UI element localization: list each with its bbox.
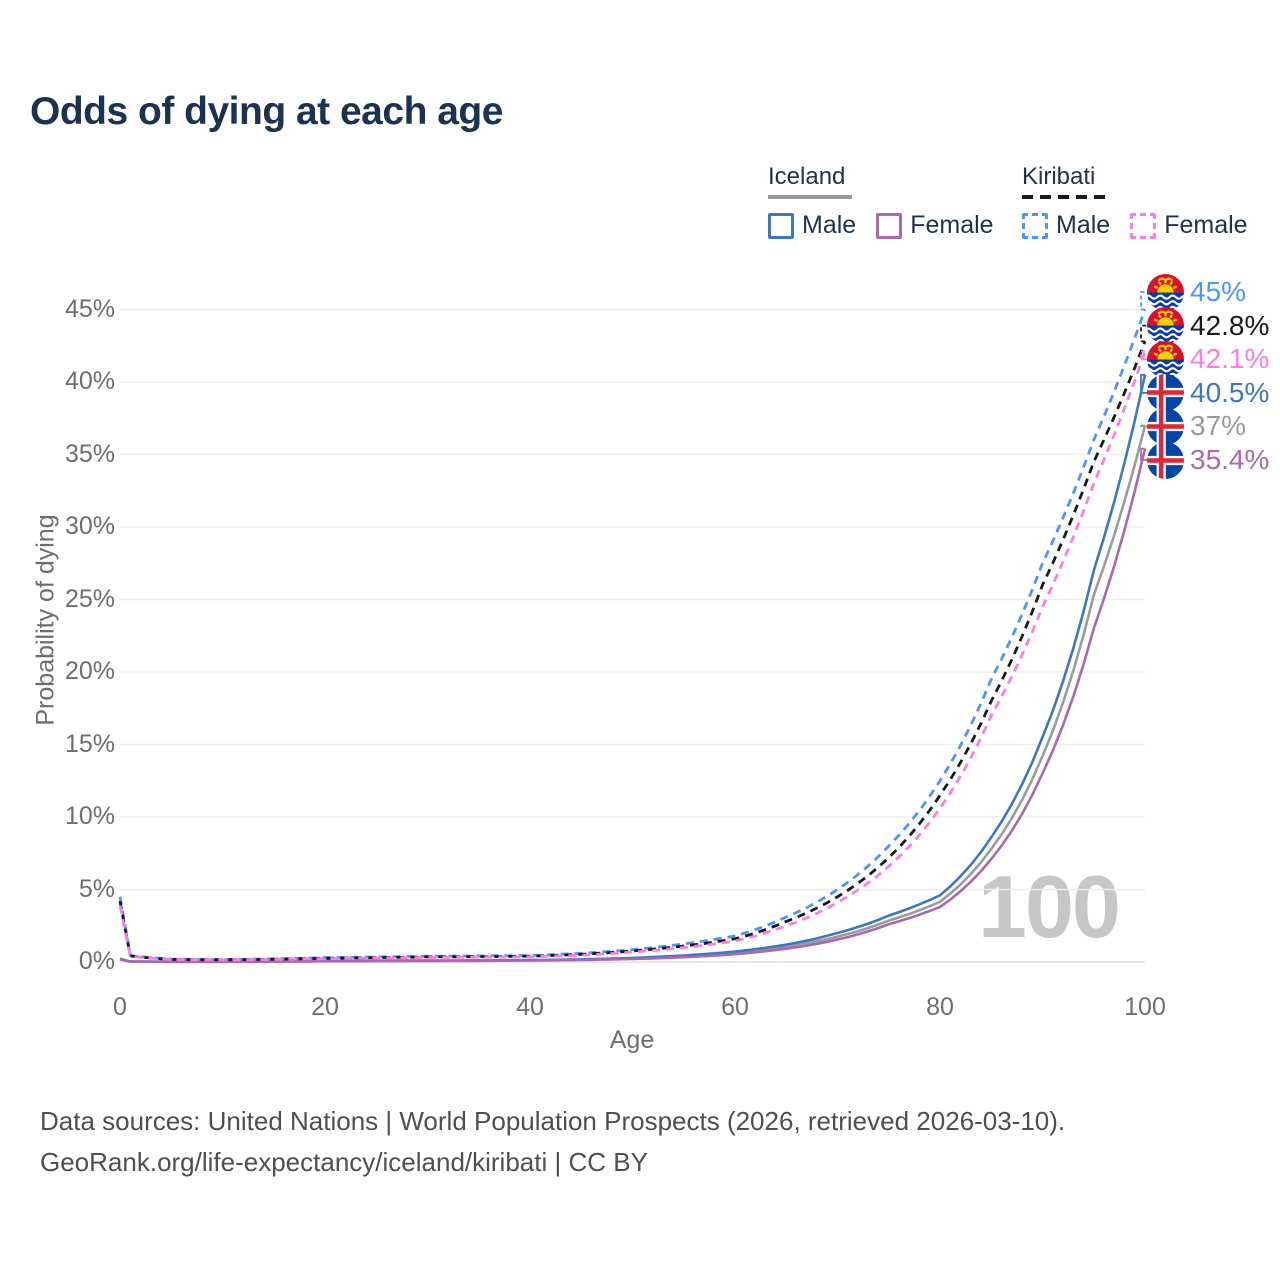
legend-item-label: Female bbox=[1164, 211, 1248, 239]
hover-age-watermark: 100 bbox=[978, 857, 1121, 956]
end-label-row-iceland-female: 35.4% bbox=[1147, 441, 1270, 479]
end-label-connector bbox=[1140, 424, 1150, 428]
legend-swatch-icon bbox=[1022, 212, 1048, 239]
end-value-label: 42.1% bbox=[1190, 343, 1270, 375]
legend-swatch-icon bbox=[768, 212, 794, 239]
y-tick-label-25: 25% bbox=[64, 584, 115, 613]
legend-country-label: Iceland bbox=[768, 163, 846, 190]
y-tick-label-20: 20% bbox=[64, 657, 115, 685]
legend-dashed-line-sample bbox=[1022, 195, 1108, 199]
y-tick-label-5: 5% bbox=[78, 874, 115, 903]
end-label-row-iceland-both: 37% bbox=[1147, 407, 1247, 445]
y-tick-label-10: 10% bbox=[64, 802, 115, 830]
end-label-row-kiribati-female: 42.1% bbox=[1147, 340, 1270, 378]
end-value-label: 45% bbox=[1190, 276, 1247, 307]
end-value-label: 37% bbox=[1190, 410, 1247, 442]
legend-group-kiribati: Kiribati Male Female bbox=[1022, 163, 1248, 240]
y-tick-label-30: 30% bbox=[64, 512, 115, 540]
series-line-kiribati-both bbox=[118, 340, 1147, 962]
legend-solid-line-sample bbox=[768, 195, 852, 199]
end-label-connector bbox=[1140, 350, 1150, 361]
attribution-text: GeoRank.org/life-expectancy/iceland/kiri… bbox=[40, 1147, 648, 1177]
x-tick-label-40: 40 bbox=[516, 993, 544, 1021]
legend-item-iceland-male[interactable]: Male bbox=[768, 211, 856, 240]
y-tick-label-15: 15% bbox=[64, 729, 115, 758]
iceland-flag-icon bbox=[1147, 374, 1184, 412]
x-tick-label-0: 0 bbox=[113, 993, 127, 1021]
series-line-kiribati-male bbox=[118, 309, 1147, 961]
x-tick-label-80: 80 bbox=[926, 993, 954, 1021]
x-axis-title: Age bbox=[609, 1026, 655, 1054]
series-line-iceland-female bbox=[119, 448, 1147, 964]
data-sources-text: Data sources: United Nations | World Pop… bbox=[40, 1106, 1066, 1136]
series-line-iceland-male bbox=[119, 374, 1147, 963]
series-line-iceland-both bbox=[119, 425, 1147, 964]
end-label-row-kiribati-both: 42.8% bbox=[1147, 307, 1270, 345]
y-tick-label-45: 45% bbox=[64, 294, 115, 323]
x-tick-label-20: 20 bbox=[311, 993, 339, 1021]
y-tick-label-35: 35% bbox=[64, 439, 115, 468]
end-label-connector bbox=[1140, 373, 1150, 394]
end-label-connector bbox=[1140, 291, 1150, 311]
x-tick-label-100: 100 bbox=[1124, 993, 1166, 1021]
legend-swatch-icon bbox=[1130, 212, 1157, 239]
kiribati-flag-icon bbox=[1147, 307, 1184, 345]
series-line-kiribati-female bbox=[118, 351, 1147, 962]
legend-item-label: Female bbox=[910, 211, 994, 239]
end-value-label: 40.5% bbox=[1190, 376, 1270, 408]
legend-item-kiribati-male[interactable]: Male bbox=[1022, 211, 1110, 240]
x-tick-label-60: 60 bbox=[721, 993, 749, 1021]
iceland-flag-icon bbox=[1147, 441, 1184, 479]
legend-item-label: Male bbox=[1056, 211, 1111, 239]
y-tick-label-40: 40% bbox=[64, 367, 115, 395]
legend-item-kiribati-female[interactable]: Female bbox=[1130, 211, 1248, 240]
legend-group-iceland: Iceland Male Female bbox=[768, 163, 994, 240]
legend-swatch-icon bbox=[876, 212, 903, 239]
legend-country-label: Kiribati bbox=[1022, 163, 1096, 190]
legend-item-iceland-female[interactable]: Female bbox=[876, 211, 994, 240]
end-label-connector bbox=[1140, 447, 1150, 461]
end-value-label: 42.8% bbox=[1190, 309, 1270, 341]
kiribati-flag-icon bbox=[1147, 273, 1184, 311]
page-title: Odds of dying at each age bbox=[30, 90, 503, 133]
end-label-connector bbox=[1140, 324, 1150, 343]
y-tick-label-0: 0% bbox=[78, 947, 115, 975]
legend-item-label: Male bbox=[802, 211, 857, 239]
end-label-row-kiribati-male: 45% bbox=[1147, 273, 1247, 311]
end-value-label: 35.4% bbox=[1190, 444, 1270, 475]
iceland-flag-icon bbox=[1147, 407, 1184, 445]
end-label-row-iceland-male: 40.5% bbox=[1147, 374, 1270, 412]
kiribati-flag-icon bbox=[1147, 340, 1184, 378]
